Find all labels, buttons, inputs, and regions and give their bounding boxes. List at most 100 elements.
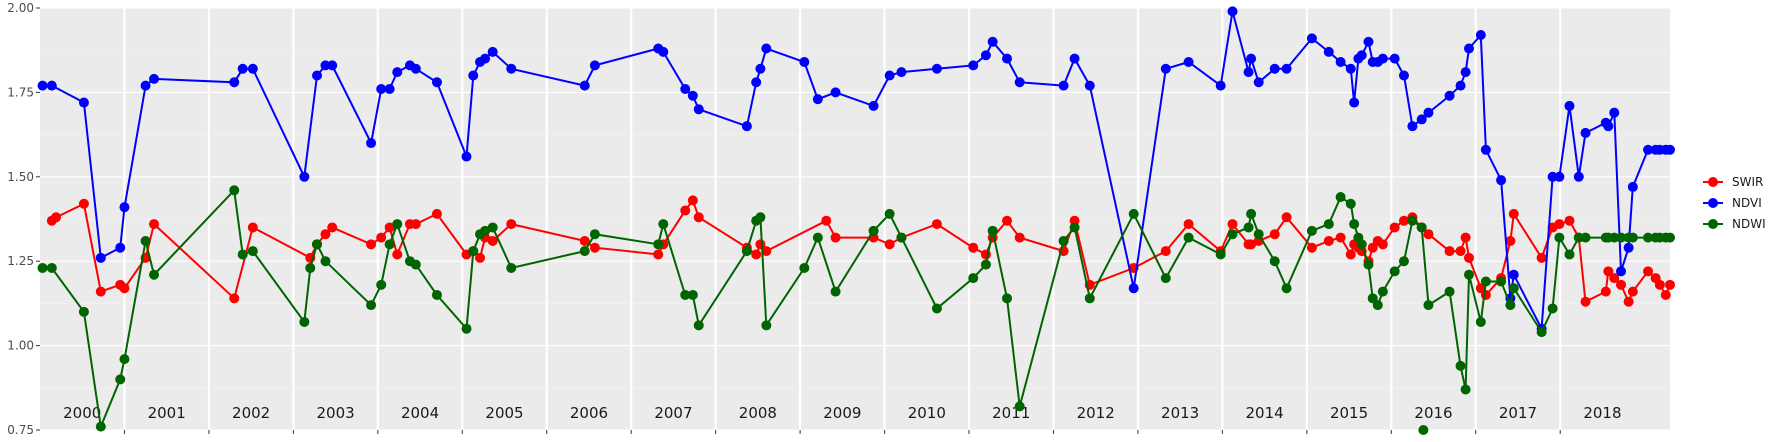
ndvi-point: [1665, 144, 1675, 155]
swir-point: [1536, 252, 1547, 263]
ndwi-point: [1460, 384, 1471, 395]
ndwi-point: [1243, 222, 1254, 233]
ndvi-point: [799, 57, 810, 68]
swir-point: [1227, 219, 1238, 230]
ndwi-point: [1508, 283, 1519, 294]
swir-point: [1660, 289, 1671, 300]
swir-point: [487, 235, 498, 246]
ndvi-point: [1356, 50, 1367, 61]
ndvi-point: [1496, 175, 1507, 186]
ndvi-point: [1306, 33, 1317, 44]
swir-point: [1377, 239, 1388, 250]
ndwi-point: [468, 246, 479, 257]
ndvi-point: [680, 84, 691, 95]
year-label-2008: 2008: [739, 404, 777, 422]
year-label-2006: 2006: [570, 404, 608, 422]
swir-point: [1463, 252, 1474, 263]
ndvi-point: [384, 84, 395, 95]
ndvi-point: [980, 50, 991, 61]
swir-point: [1306, 242, 1317, 253]
ndwi-point: [487, 222, 498, 233]
ndwi-point: [1306, 225, 1317, 236]
ndwi-point: [1377, 286, 1388, 297]
swir-point: [1246, 239, 1257, 250]
swir-point: [1335, 232, 1346, 243]
ndwi-point: [1349, 219, 1360, 230]
ndwi-point: [1128, 208, 1139, 219]
ndwi-point: [896, 232, 907, 243]
swir-point: [1665, 279, 1675, 290]
ndwi-point: [1002, 293, 1013, 304]
ndwi-point: [1616, 232, 1627, 243]
ndvi-point: [1616, 266, 1627, 277]
swir-point: [366, 239, 377, 250]
ndwi-point: [229, 185, 240, 196]
ndvi-point: [830, 87, 841, 98]
ndwi-point: [830, 286, 841, 297]
swir-point: [1323, 235, 1334, 246]
ndwi-point: [305, 262, 316, 273]
ndvi-point: [480, 53, 491, 64]
swir-point: [1460, 232, 1471, 243]
ndwi-point: [1084, 293, 1095, 304]
year-label-2001: 2001: [148, 404, 186, 422]
year-label-2016: 2016: [1414, 404, 1452, 422]
swir-point: [1160, 246, 1171, 257]
ndvi-point: [506, 63, 517, 74]
ndvi-point: [1407, 121, 1418, 132]
swir-point: [1627, 286, 1638, 297]
ndwi-point: [868, 225, 879, 236]
ndvi-point: [115, 242, 126, 253]
ndvi-point: [487, 46, 498, 57]
ndwi-point: [247, 246, 258, 257]
ndvi-point: [1058, 80, 1069, 91]
y-tick-label: 0.75: [7, 423, 34, 437]
swir-point: [1480, 289, 1491, 300]
ndvi-point: [1183, 57, 1194, 68]
ndvi-point: [95, 252, 106, 263]
swir-point: [1643, 266, 1654, 277]
ndwi-point: [931, 303, 942, 314]
swir-point: [51, 212, 62, 223]
ndvi-point: [1243, 67, 1254, 78]
ndwi-point: [480, 225, 491, 236]
swir-point: [751, 249, 762, 260]
ndwi-point: [392, 219, 403, 230]
ndwi-point: [1505, 300, 1516, 311]
ndwi-point: [1372, 300, 1383, 311]
year-label-2012: 2012: [1077, 404, 1115, 422]
legend-label: NDVI: [1732, 196, 1762, 210]
ndvi-point: [1377, 53, 1388, 64]
ndwi-point: [1580, 232, 1591, 243]
swir-point: [1603, 266, 1614, 277]
ndwi-point: [1418, 425, 1429, 435]
ndwi-point: [366, 300, 377, 311]
swir-point: [119, 283, 130, 294]
swir-point: [761, 246, 772, 257]
ndwi-point: [680, 289, 691, 300]
year-label-2007: 2007: [654, 404, 692, 422]
swir-point: [1554, 219, 1565, 230]
y-tick-label: 1.00: [7, 339, 34, 353]
ndwi-point: [1665, 232, 1675, 243]
swir-point: [78, 198, 89, 209]
ndwi-point: [312, 239, 323, 250]
swir-point: [1564, 215, 1575, 226]
ndvi-point: [468, 70, 479, 81]
legend-item-swir: SWIR: [1703, 175, 1763, 189]
ndwi-point: [1227, 229, 1238, 240]
swir-point: [1455, 246, 1466, 257]
swir-point: [392, 249, 403, 260]
ndwi-point: [1058, 235, 1069, 246]
ndvi-point: [589, 60, 600, 71]
ndwi-point: [987, 225, 998, 236]
swir-point: [1444, 246, 1455, 257]
ndwi-point: [658, 219, 669, 230]
ndvi-point: [392, 67, 403, 78]
ndvi-point: [37, 80, 48, 91]
ndwi-point: [1183, 232, 1194, 243]
year-label-2000: 2000: [63, 404, 101, 422]
year-label-2014: 2014: [1246, 404, 1284, 422]
ndwi-point: [1363, 259, 1374, 270]
